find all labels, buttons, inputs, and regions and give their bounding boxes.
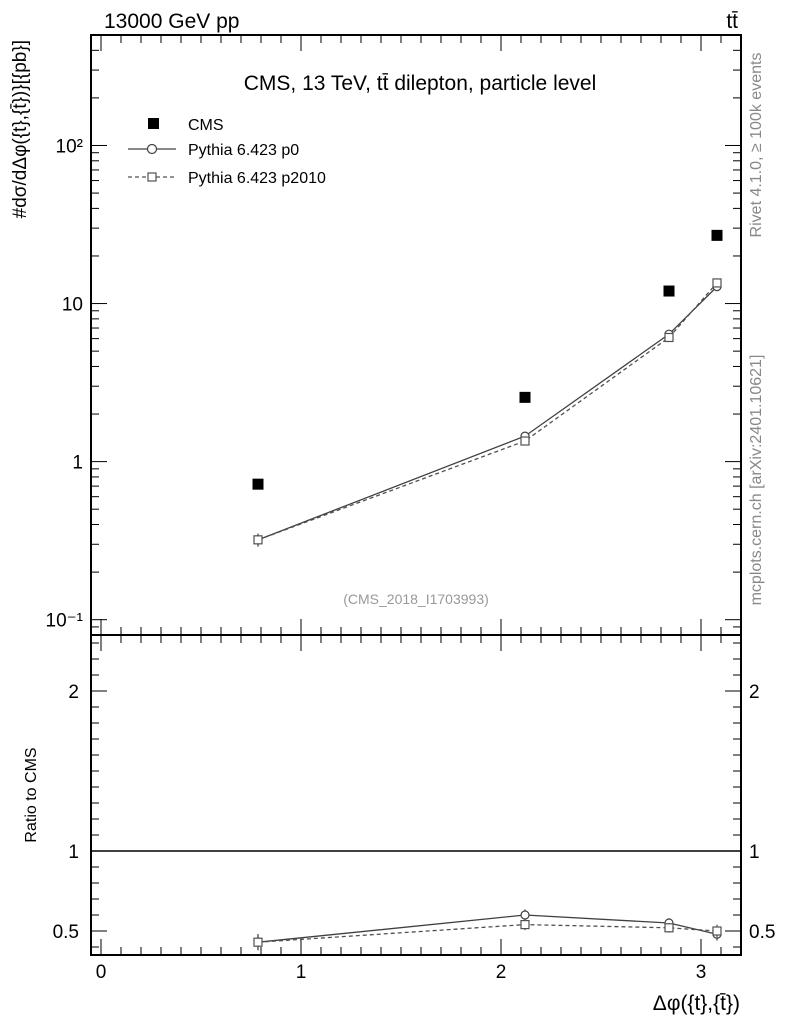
ratio-y-ticks: 0.5 0.5 1 1 2 2	[53, 642, 775, 948]
ratio-p0-line	[257, 914, 718, 943]
ratio-y-tick-label-right: 0.5	[749, 922, 775, 943]
main-y-axis-label: #dσ/dΔφ({t},{t̄})}[{pb}]	[10, 40, 31, 218]
ratio-p2010-point	[664, 923, 674, 933]
ratio-y-tick-label-right: 1	[749, 842, 760, 863]
main-y-tick-label: 10²	[56, 136, 83, 157]
ratio-x-tick-label: 1	[296, 962, 307, 983]
legend: CMS Pythia 6.423 p0 Pythia 6.423 p2010	[128, 117, 326, 187]
p2010-series-line	[257, 282, 718, 541]
ratio-x-tick-label: 0	[96, 962, 107, 983]
header-left-label: 13000 GeV pp	[104, 10, 239, 33]
cms-data-point	[252, 478, 264, 490]
cms-data-point	[711, 229, 723, 241]
ratio-x-axis-label: Δφ({t},{t̄})	[653, 992, 740, 1015]
legend-marker-cms	[148, 118, 159, 129]
main-y-tick-label: 1	[72, 453, 83, 474]
p2010-point	[664, 332, 674, 343]
ratio-y-tick-label-right: 2	[749, 682, 760, 703]
main-y-tick-label: 10⁻¹	[46, 611, 84, 632]
ratio-x-ticks: 0 1 2 3	[96, 635, 742, 983]
mcplots-label: mcplots.cern.ch [arXiv:2401.10621]	[748, 355, 765, 606]
ratio-series-layer	[253, 909, 722, 951]
ratio-x-tick-label: 2	[496, 962, 507, 983]
main-panel: 10⁻¹ 1 10 10² CMS, 13 TeV, tt̄ dilepton, pa…	[10, 34, 742, 636]
rivet-label: Rivet 4.1.0, ≥ 100k events	[748, 53, 765, 238]
main-y-tick-label: 10	[62, 295, 83, 316]
header-right-label: tt̄	[726, 10, 738, 33]
ratio-y-tick-label-left: 1	[68, 842, 79, 863]
p2010-point	[253, 535, 263, 545]
ratio-p2010-point	[520, 919, 530, 930]
ratio-p2010-point	[712, 926, 722, 936]
legend-marker-p2010	[147, 172, 157, 182]
ratio-p2010-line	[257, 923, 718, 943]
main-series-layer	[252, 229, 723, 547]
ratio-x-tick-label: 3	[696, 962, 707, 983]
p2010-point	[712, 278, 722, 288]
cms-data-point	[519, 391, 531, 403]
legend-label-cms: CMS	[188, 117, 224, 134]
main-watermark: (CMS_2018_I1703993)	[343, 591, 489, 607]
ratio-y-tick-label-left: 2	[68, 682, 79, 703]
cms-data-point	[663, 285, 675, 297]
ratio-y-tick-label-left: 0.5	[53, 922, 79, 943]
main-x-ticks	[100, 35, 742, 635]
ratio-p0-point	[520, 910, 530, 920]
p0-series-line	[257, 286, 718, 541]
main-y-ticks: 10⁻¹ 1 10 10²	[46, 34, 741, 636]
legend-label-p2010: Pythia 6.423 p2010	[188, 170, 326, 187]
ratio-panel: 0.5 0.5 1 1 2 2 0 1 2 3 Ratio to CMS Δφ({t},{t̄}…	[23, 634, 775, 1015]
ratio-p2010-point	[253, 937, 263, 947]
legend-label-p0: Pythia 6.423 p0	[188, 142, 299, 159]
p2010-point	[520, 436, 530, 446]
ratio-frame	[90, 634, 742, 956]
main-title: CMS, 13 TeV, tt̄ dilepton, particle leve…	[244, 72, 597, 95]
legend-marker-p0	[146, 143, 158, 155]
ratio-y-axis-label: Ratio to CMS	[23, 747, 40, 842]
